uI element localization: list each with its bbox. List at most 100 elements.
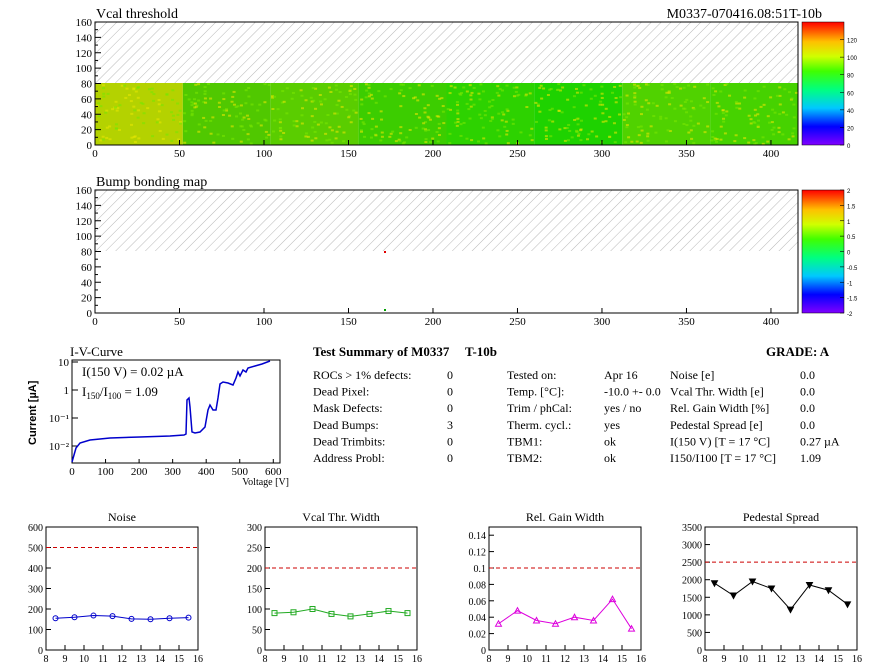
x-tick-label: 500 xyxy=(231,466,248,478)
iv-ylabel: Current [µA] xyxy=(27,380,39,445)
y-tick-label: 300 xyxy=(28,585,43,596)
pixel-noise xyxy=(456,118,460,121)
pixel-noise xyxy=(150,91,154,94)
y-tick-label: 0 xyxy=(87,308,93,320)
y-tick-label: 160 xyxy=(76,17,93,29)
pixel-noise xyxy=(146,107,150,110)
pixel-noise xyxy=(460,91,464,94)
iv-current-label: I(150 V) = 0.02 µA xyxy=(82,364,184,379)
pixel-noise xyxy=(97,102,101,105)
pixel-noise xyxy=(155,121,159,124)
pixel-noise xyxy=(659,115,663,118)
pixel-noise xyxy=(673,120,677,123)
chart-title: Noise xyxy=(108,510,136,524)
pixel-noise xyxy=(565,126,569,129)
pixel-noise xyxy=(717,105,721,108)
pixel-noise xyxy=(762,103,766,106)
pixel-noise xyxy=(136,96,140,99)
pixel-noise xyxy=(231,95,235,98)
pixel-noise xyxy=(600,85,604,88)
pixel-noise xyxy=(528,134,532,137)
pixel-noise xyxy=(625,124,629,127)
data-point xyxy=(290,609,297,616)
pixel-noise xyxy=(123,84,127,87)
pixel-noise xyxy=(589,97,593,100)
pixel-noise xyxy=(380,118,384,121)
pixel-noise xyxy=(342,131,346,134)
pixel-noise xyxy=(125,87,129,90)
y-tick-label: 140 xyxy=(76,200,93,212)
pixel-noise xyxy=(724,114,728,117)
pixel-noise xyxy=(360,103,364,106)
pixel-noise xyxy=(689,119,693,122)
pixel-noise xyxy=(497,112,501,115)
pixel-noise xyxy=(249,142,253,145)
pixel-noise xyxy=(212,141,216,144)
pixel-noise xyxy=(453,86,457,89)
chart-frame xyxy=(488,526,642,651)
pixel-noise xyxy=(534,120,538,123)
pixel-noise xyxy=(319,100,323,103)
pixel-noise xyxy=(664,117,668,120)
palette-tick-label: 40 xyxy=(847,109,854,115)
x-tick-label: 12 xyxy=(117,654,127,665)
y-tick-label: 2000 xyxy=(682,576,702,587)
trend-chart-4: Pedestal Spread 0 500 1000 1500 2000 2500 3000 3… xyxy=(682,510,862,665)
y-tick-label: 140 xyxy=(76,32,93,44)
pixel-noise xyxy=(778,86,782,89)
pixel-noise xyxy=(228,114,232,117)
pixel-noise xyxy=(574,87,578,90)
x-tick-label: 12 xyxy=(776,654,786,665)
pixel-noise xyxy=(505,84,509,87)
pixel-noise xyxy=(133,141,137,144)
roc-block xyxy=(270,83,359,145)
pixel-noise xyxy=(579,129,583,132)
x-tick-label: 9 xyxy=(506,654,511,665)
pixel-noise xyxy=(481,126,485,129)
pixel-noise xyxy=(306,135,310,138)
summary-label: Address Probl: xyxy=(313,451,385,465)
pixel-noise xyxy=(171,98,175,101)
summary-value: 0 xyxy=(447,434,453,448)
x-tick-label: 10 xyxy=(738,654,748,665)
pixel-noise xyxy=(221,113,225,116)
pixel-noise xyxy=(165,93,169,96)
pixel-noise xyxy=(349,121,353,124)
pixel-noise xyxy=(157,110,161,113)
pixel-noise xyxy=(524,94,528,97)
palette-tick-label: 0 xyxy=(847,144,851,150)
bump-marker xyxy=(384,309,386,311)
pixel-noise xyxy=(203,86,207,89)
pixel-noise xyxy=(558,128,562,131)
pixel-noise xyxy=(702,97,706,100)
pixel-noise xyxy=(639,125,643,128)
iv-curve-line xyxy=(71,360,271,463)
pixel-noise xyxy=(484,142,488,145)
palette-tick-label: 2 xyxy=(847,189,851,195)
summary-label: Pedestal Spread [e] xyxy=(670,418,763,432)
x-tick-label: 350 xyxy=(678,316,695,328)
pixel-noise xyxy=(693,85,697,88)
pixel-noise xyxy=(540,97,544,100)
pixel-noise xyxy=(589,88,593,91)
pixel-noise xyxy=(311,86,315,89)
pixel-noise xyxy=(369,136,373,139)
data-point xyxy=(608,595,617,603)
palette-tick-label: 0 xyxy=(847,251,851,257)
pixel-noise xyxy=(699,104,703,107)
y-tick-label: 200 xyxy=(247,564,262,575)
pixel-noise xyxy=(753,97,757,100)
pixel-noise xyxy=(721,112,725,115)
pixel-noise xyxy=(728,94,732,97)
pixel-noise xyxy=(247,117,251,120)
pixel-noise xyxy=(525,106,529,109)
pixel-noise xyxy=(192,98,196,101)
pixel-noise xyxy=(129,123,133,126)
summary-value: 0.0 xyxy=(800,385,815,399)
pixel-noise xyxy=(462,121,466,124)
pixel-noise xyxy=(241,118,245,121)
pixel-noise xyxy=(413,96,417,99)
pixel-noise xyxy=(689,100,693,103)
pixel-noise xyxy=(99,139,103,142)
pixel-noise xyxy=(175,131,179,134)
